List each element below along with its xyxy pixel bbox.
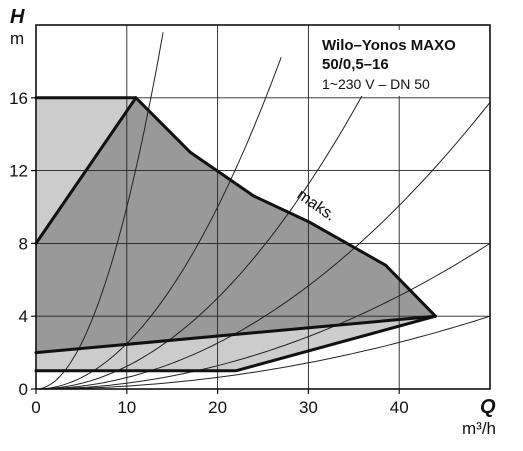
x-tick-label: 10 <box>117 398 136 417</box>
y-tick-label: 4 <box>19 307 28 326</box>
regions-layer <box>36 97 436 371</box>
chart-title-line1: Wilo–Yonos MAXO <box>322 37 456 54</box>
y-tick-label: 12 <box>9 162 28 181</box>
system-curve <box>36 315 491 390</box>
y-axis-unit: m <box>10 29 24 48</box>
system-curve <box>35 57 282 390</box>
x-tick-label: 20 <box>208 398 227 417</box>
pump-curve-series <box>34 96 138 245</box>
plot-frame <box>35 24 491 390</box>
system-curves-layer <box>35 32 491 390</box>
chart-subtitle: 1~230 V – DN 50 <box>322 76 430 92</box>
system-curve <box>36 242 491 390</box>
chart-title-line2: 50/0,5–16 <box>322 56 389 73</box>
system-curve <box>36 102 491 390</box>
x-tick-label: 30 <box>299 398 318 417</box>
region-light <box>36 97 436 371</box>
x-axis-label: Q <box>480 396 496 418</box>
x-tick-label: 0 <box>31 398 40 417</box>
pump-curve-series <box>134 96 437 318</box>
y-tick-label: 8 <box>19 234 28 253</box>
system-curve <box>36 77 373 390</box>
series-layer <box>34 96 437 373</box>
y-tick-label: 16 <box>9 89 28 108</box>
x-tick-label: 40 <box>390 398 409 417</box>
region-dark <box>36 97 436 353</box>
pump-curve-series <box>34 314 437 373</box>
x-axis-unit: m³/h <box>462 419 496 438</box>
ticks-layer: 0 10 20 30 40 0 4 8 12 16 <box>9 89 409 417</box>
system-curve <box>35 32 164 390</box>
y-tick-label: 0 <box>19 380 28 399</box>
pump-curve-series <box>34 314 437 355</box>
y-axis-label: H <box>10 6 25 28</box>
title-box <box>318 30 484 96</box>
